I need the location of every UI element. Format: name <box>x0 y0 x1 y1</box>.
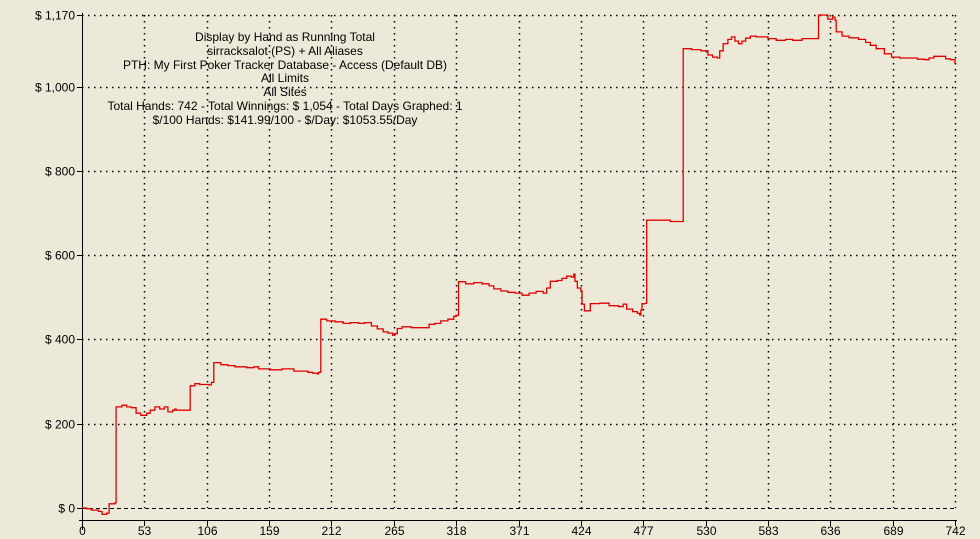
x-tick-label-424: 424 <box>571 524 591 538</box>
header-totals: Total Hands: 742 - Total Winnings: $ 1,0… <box>107 98 463 113</box>
header-database: PTH: My First Poker Tracker Database - A… <box>122 57 448 72</box>
y-tick-label-200: $ 200 <box>45 418 75 432</box>
x-tick-label-212: 212 <box>321 524 341 538</box>
header-limits: All Limits <box>260 71 309 86</box>
x-tick-label-371: 371 <box>509 524 529 538</box>
x-tick-label-318: 318 <box>446 524 466 538</box>
y-tick-label-1170: $ 1,170 <box>35 9 75 23</box>
series-line-0 <box>82 14 956 515</box>
x-tick-label-689: 689 <box>883 524 903 538</box>
y-tick-label-800: $ 800 <box>45 165 75 179</box>
x-tick-label-742: 742 <box>945 524 965 538</box>
chart-header: Display by Hand as Running Total sirrack… <box>90 30 480 128</box>
y-tick-label-0: $ 0 <box>58 502 75 516</box>
x-tick-label-53: 53 <box>138 524 152 538</box>
y-tick-label-1000: $ 1,000 <box>35 81 75 95</box>
x-tick-label-265: 265 <box>384 524 404 538</box>
x-tick-label-583: 583 <box>758 524 778 538</box>
y-tick-label-400: $ 400 <box>45 333 75 347</box>
x-tick-label-636: 636 <box>820 524 840 538</box>
x-tick-label-530: 530 <box>696 524 716 538</box>
y-tick-label-600: $ 600 <box>45 249 75 263</box>
x-tick-label-159: 159 <box>259 524 279 538</box>
header-sites: All Sites <box>263 85 307 100</box>
header-display-mode: Display by Hand as Running Total <box>195 30 375 44</box>
header-rates: $/100 Hands: $141.99/100 - $/Day: $1053.… <box>152 112 418 127</box>
x-tick-label-106: 106 <box>197 524 217 538</box>
header-player: sirracksalot (PS) + All Aliases <box>207 43 363 58</box>
x-tick-label-477: 477 <box>633 524 653 538</box>
x-tick-label-0: 0 <box>79 524 86 538</box>
